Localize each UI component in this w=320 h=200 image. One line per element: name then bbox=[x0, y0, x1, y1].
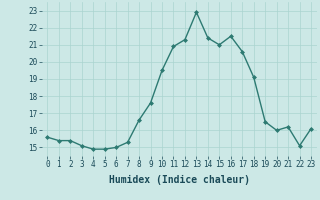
X-axis label: Humidex (Indice chaleur): Humidex (Indice chaleur) bbox=[109, 175, 250, 185]
